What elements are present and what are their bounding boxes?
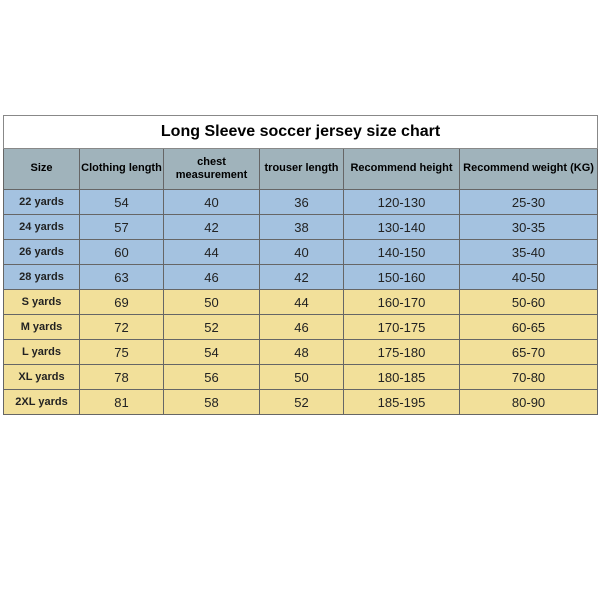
cell-value: 25-30 — [460, 190, 598, 215]
size-chart-table: Long Sleeve soccer jersey size chart Siz… — [3, 115, 598, 415]
cell-size: 22 yards — [4, 190, 80, 215]
cell-value: 42 — [164, 215, 260, 240]
table-row: 26 yards604440140-15035-40 — [4, 240, 598, 265]
cell-value: 52 — [164, 315, 260, 340]
cell-value: 44 — [164, 240, 260, 265]
cell-value: 44 — [260, 290, 344, 315]
table-row: 24 yards574238130-14030-35 — [4, 215, 598, 240]
cell-value: 50-60 — [460, 290, 598, 315]
size-chart-container: Long Sleeve soccer jersey size chart Siz… — [0, 0, 600, 415]
table-row: 22 yards544036120-13025-30 — [4, 190, 598, 215]
cell-value: 46 — [260, 315, 344, 340]
table-row: S yards695044160-17050-60 — [4, 290, 598, 315]
cell-value: 56 — [164, 365, 260, 390]
cell-value: 78 — [80, 365, 164, 390]
cell-value: 40-50 — [460, 265, 598, 290]
table-row: XL yards785650180-18570-80 — [4, 365, 598, 390]
cell-value: 40 — [164, 190, 260, 215]
chart-title: Long Sleeve soccer jersey size chart — [4, 116, 598, 149]
cell-value: 54 — [164, 340, 260, 365]
cell-value: 57 — [80, 215, 164, 240]
cell-size: L yards — [4, 340, 80, 365]
cell-value: 60 — [80, 240, 164, 265]
cell-value: 63 — [80, 265, 164, 290]
cell-value: 185-195 — [344, 390, 460, 415]
cell-value: 48 — [260, 340, 344, 365]
header-row: Size Clothing length chest measurement t… — [4, 149, 598, 190]
cell-value: 175-180 — [344, 340, 460, 365]
cell-value: 38 — [260, 215, 344, 240]
cell-value: 120-130 — [344, 190, 460, 215]
cell-value: 80-90 — [460, 390, 598, 415]
col-header-height: Recommend height — [344, 149, 460, 190]
cell-value: 36 — [260, 190, 344, 215]
cell-value: 75 — [80, 340, 164, 365]
cell-value: 180-185 — [344, 365, 460, 390]
col-header-chest: chest measurement — [164, 149, 260, 190]
table-row: L yards755448175-18065-70 — [4, 340, 598, 365]
cell-value: 170-175 — [344, 315, 460, 340]
cell-size: XL yards — [4, 365, 80, 390]
cell-value: 52 — [260, 390, 344, 415]
table-row: M yards725246170-17560-65 — [4, 315, 598, 340]
cell-value: 50 — [260, 365, 344, 390]
cell-value: 65-70 — [460, 340, 598, 365]
col-header-trouser: trouser length — [260, 149, 344, 190]
cell-size: 26 yards — [4, 240, 80, 265]
cell-value: 46 — [164, 265, 260, 290]
cell-value: 140-150 — [344, 240, 460, 265]
cell-value: 35-40 — [460, 240, 598, 265]
col-header-size: Size — [4, 149, 80, 190]
cell-value: 81 — [80, 390, 164, 415]
cell-value: 58 — [164, 390, 260, 415]
cell-value: 40 — [260, 240, 344, 265]
cell-value: 30-35 — [460, 215, 598, 240]
cell-size: 28 yards — [4, 265, 80, 290]
table-row: 28 yards634642150-16040-50 — [4, 265, 598, 290]
cell-value: 160-170 — [344, 290, 460, 315]
cell-value: 50 — [164, 290, 260, 315]
cell-value: 54 — [80, 190, 164, 215]
cell-value: 60-65 — [460, 315, 598, 340]
cell-size: S yards — [4, 290, 80, 315]
col-header-clothing-length: Clothing length — [80, 149, 164, 190]
cell-size: 24 yards — [4, 215, 80, 240]
cell-value: 130-140 — [344, 215, 460, 240]
cell-value: 70-80 — [460, 365, 598, 390]
cell-size: 2XL yards — [4, 390, 80, 415]
table-row: 2XL yards815852185-19580-90 — [4, 390, 598, 415]
col-header-weight: Recommend weight (KG) — [460, 149, 598, 190]
cell-value: 42 — [260, 265, 344, 290]
cell-value: 72 — [80, 315, 164, 340]
cell-value: 69 — [80, 290, 164, 315]
cell-value: 150-160 — [344, 265, 460, 290]
cell-size: M yards — [4, 315, 80, 340]
title-row: Long Sleeve soccer jersey size chart — [4, 116, 598, 149]
